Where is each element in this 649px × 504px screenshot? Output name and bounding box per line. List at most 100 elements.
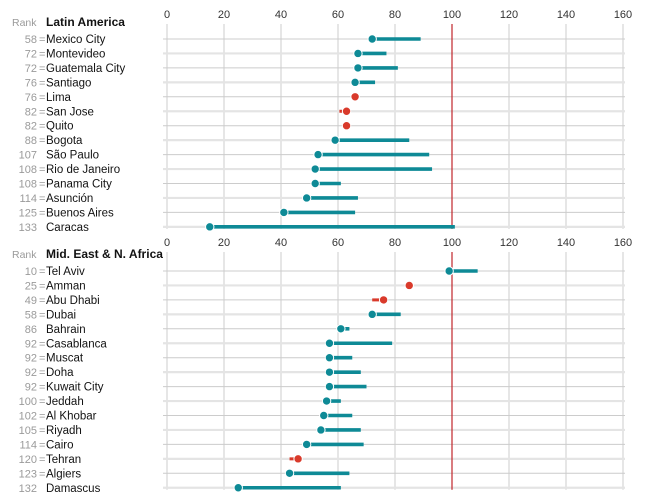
x-axis-0-tick-label: 160 [614,9,632,21]
rank-value: 88 [25,135,37,147]
start-point [353,48,363,59]
start-point [336,324,346,334]
city-label: Santiago [46,77,91,89]
rank-value: 92 [25,382,37,394]
x-axis-1-tick-label: 160 [614,237,632,249]
city-label: Tel Aviv [46,266,85,278]
tie-marker: = [39,63,45,75]
tie-marker: = [39,164,45,176]
rank-value: 133 [19,222,37,234]
x-axis-0-tick-label: 120 [500,9,518,21]
rank-value: 107 [19,150,37,162]
rank-value: 132 [19,483,37,495]
city-label: Dubai [46,309,76,321]
start-point [341,121,352,131]
rank-value: 76 [25,77,37,89]
start-point [367,309,377,320]
city-label: Muscat [46,353,84,365]
tie-marker: = [39,382,45,394]
tie-marker: = [39,338,45,350]
rank-value: 92 [25,353,37,365]
rank-value: 76 [25,92,37,104]
x-axis-0-tick-label: 40 [275,9,287,21]
rank-value: 82 [25,106,37,118]
panel-title: Latin America [46,15,125,29]
tie-marker: = [39,135,45,147]
rank-value: 108 [19,164,37,176]
city-label: Mexico City [46,34,106,46]
rank-value: 123 [19,468,37,480]
city-label: Damascus [46,483,101,495]
start-point [319,410,329,421]
start-point [321,396,332,406]
city-label: Lima [46,92,72,104]
tie-marker: = [39,309,45,321]
start-point [350,77,360,88]
tie-marker: = [39,367,45,379]
x-axis-1-tick-label: 20 [218,237,230,249]
x-axis-1-tick-label: 100 [443,237,461,249]
x-axis-0-tick-label: 60 [332,9,344,21]
x-axis-1-tick-label: 140 [557,237,575,249]
rank-value: 92 [25,367,37,379]
tie-marker: = [39,179,45,191]
rank-value: 25 [25,280,37,292]
rank-value: 82 [25,121,37,133]
city-label: Rio de Janeiro [46,164,120,176]
city-label: Al Khobar [46,411,97,423]
tie-marker: = [39,411,45,423]
rank-value: 58 [25,34,37,46]
x-axis-1-tick-label: 120 [500,237,518,249]
start-point [367,34,377,44]
start-point [350,92,360,102]
city-label: Guatemala City [46,63,126,75]
city-label: Doha [46,367,74,379]
city-label: San Jose [46,106,94,118]
tie-marker: = [39,280,45,292]
city-label: Bahrain [46,324,86,336]
start-point [444,266,454,276]
tie-marker: = [39,468,45,480]
start-point [330,135,340,145]
city-label: Asunción [46,193,93,205]
tie-marker: = [39,121,45,133]
rank-value: 105 [19,425,37,437]
city-label: Kuwait City [46,382,104,394]
rank-value: 72 [25,48,37,60]
rank-value: 86 [25,324,37,336]
tie-marker: = [39,295,45,307]
tie-marker: = [39,207,45,219]
rank-value: 10 [25,266,37,278]
rank-value: 92 [25,338,37,350]
start-point [293,454,303,464]
start-point [284,468,295,478]
start-point [310,164,320,174]
start-point [313,149,323,160]
rank-header: Rank [12,17,37,29]
city-label: Panama City [46,179,112,191]
city-label: Amman [46,280,86,292]
start-point [316,425,326,435]
x-axis-0-tick-label: 80 [389,9,401,21]
city-label: Riyadh [46,425,82,437]
tie-marker: = [39,396,45,408]
start-point [233,483,243,493]
rank-value: 102 [19,411,37,423]
start-point [341,106,352,116]
start-point [324,338,335,348]
tie-marker: = [39,266,45,278]
city-label: Algiers [46,468,81,480]
x-axis-0-tick-label: 100 [443,9,461,21]
city-label: Tehran [46,454,81,466]
city-label: Abu Dhabi [46,295,100,307]
start-point [205,222,215,232]
start-point [301,439,312,450]
rank-value: 114 [19,439,37,451]
start-point [324,367,335,377]
tie-marker: = [39,454,45,466]
tie-marker: = [39,77,45,89]
rank-value: 108 [19,179,37,191]
city-label: Cairo [46,439,73,451]
tie-marker: = [39,439,45,451]
